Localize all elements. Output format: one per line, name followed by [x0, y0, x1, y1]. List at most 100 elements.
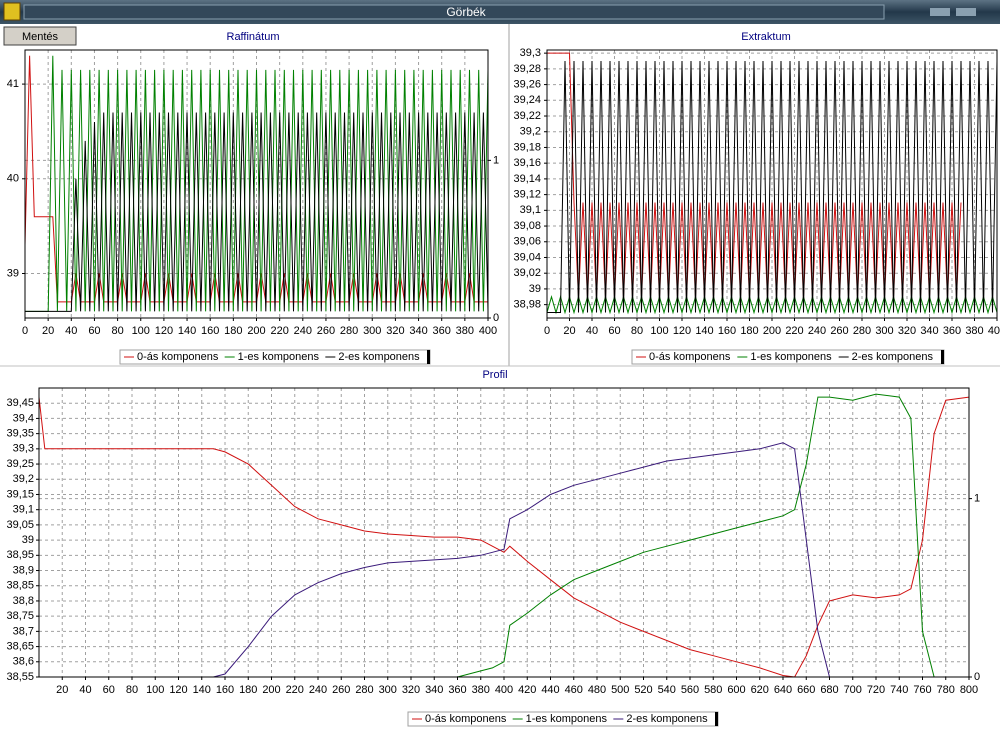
x-tick-label: 240: [294, 325, 312, 337]
x-tick-label: 780: [937, 684, 955, 696]
y-tick-label: 39,06: [513, 236, 541, 248]
y-tick-label: 38,9: [13, 564, 34, 576]
x-tick-label: 360: [448, 684, 466, 696]
x-tick-label: 400: [479, 325, 497, 337]
x-tick-label: 80: [631, 325, 643, 337]
x-tick-label: 40: [586, 325, 598, 337]
x-tick-label: 120: [155, 325, 173, 337]
y-tick-label: 39,2: [13, 473, 34, 485]
x-tick-label: 700: [844, 684, 862, 696]
x-tick-label: 220: [270, 325, 288, 337]
x-tick-label: 720: [867, 684, 885, 696]
x-tick-label: 620: [751, 684, 769, 696]
x-tick-label: 280: [340, 325, 358, 337]
minimize-button[interactable]: [930, 8, 950, 16]
x-tick-label: 380: [472, 684, 490, 696]
y-tick-label: 39,3: [520, 47, 541, 59]
legend-label: 1-es komponens: [238, 351, 320, 363]
x-tick-label: 460: [565, 684, 583, 696]
y-tick-label: 39: [529, 283, 541, 295]
x-tick-label: 240: [309, 684, 327, 696]
x-tick-label: 400: [988, 325, 1000, 337]
save-button[interactable]: [3, 26, 77, 46]
x-tick-label: 260: [317, 325, 335, 337]
y-tick-label: 39,1: [13, 504, 34, 516]
legend-shadow: [715, 712, 718, 726]
series-line: [39, 396, 969, 677]
y-tick-label: 39,4: [13, 412, 34, 424]
x-tick-label: 480: [588, 684, 606, 696]
y-tick-label: 41: [7, 78, 19, 90]
x-tick-label: 500: [611, 684, 629, 696]
y-tick-label: 39,28: [513, 63, 541, 75]
y-tick-label: 39: [7, 267, 19, 279]
legend-label: 2-es komponens: [852, 351, 934, 363]
y-tick-label: 38,75: [6, 610, 34, 622]
x-tick-label: 0: [544, 325, 550, 337]
x-tick-label: 680: [820, 684, 838, 696]
x-tick-label: 240: [808, 325, 826, 337]
x-tick-label: 360: [433, 325, 451, 337]
legend-shadow: [427, 350, 430, 364]
x-tick-label: 280: [355, 684, 373, 696]
x-tick-label: 0: [22, 325, 28, 337]
x-tick-label: 300: [363, 325, 381, 337]
x-tick-label: 320: [402, 684, 420, 696]
y-tick-label: 38,95: [6, 549, 34, 561]
y-tick-label: 38,6: [13, 656, 34, 668]
legend-label: 0-ás komponens: [425, 713, 507, 725]
x-tick-label: 260: [830, 325, 848, 337]
maximize-button[interactable]: [956, 8, 976, 16]
x-tick-label: 300: [875, 325, 893, 337]
x-tick-label: 300: [379, 684, 397, 696]
x-tick-label: 580: [704, 684, 722, 696]
x-tick-label: 220: [785, 325, 803, 337]
y-tick-label: 39,02: [513, 267, 541, 279]
y-tick-label: 38,7: [13, 625, 34, 637]
series-line: [547, 294, 997, 315]
x-tick-label: 220: [286, 684, 304, 696]
save-button-label[interactable]: Mentés: [22, 31, 59, 43]
x-tick-label: 60: [88, 325, 100, 337]
x-tick-label: 280: [853, 325, 871, 337]
x-tick-label: 520: [634, 684, 652, 696]
y2-tick-label: 1: [974, 493, 980, 505]
x-tick-label: 260: [332, 684, 350, 696]
y-tick-label: 39,08: [513, 220, 541, 232]
y-tick-label: 39,3: [13, 443, 34, 455]
y-tick-label: 38,55: [6, 671, 34, 683]
x-tick-label: 360: [943, 325, 961, 337]
x-tick-label: 120: [169, 684, 187, 696]
legend-label: 0-ás komponens: [137, 351, 219, 363]
y-tick-label: 39,24: [513, 94, 541, 106]
x-tick-label: 160: [201, 325, 219, 337]
x-tick-label: 340: [920, 325, 938, 337]
x-tick-label: 160: [216, 684, 234, 696]
x-tick-label: 140: [695, 325, 713, 337]
x-tick-label: 140: [178, 325, 196, 337]
y-tick-label: 39,26: [513, 78, 541, 90]
x-tick-label: 140: [193, 684, 211, 696]
x-tick-label: 640: [774, 684, 792, 696]
x-tick-label: 60: [608, 325, 620, 337]
series-line: [39, 442, 969, 677]
y-tick-label: 39,16: [513, 157, 541, 169]
x-tick-label: 380: [965, 325, 983, 337]
y-tick-label: 39: [22, 534, 34, 546]
y-tick-label: 39,15: [6, 488, 34, 500]
x-tick-label: 200: [763, 325, 781, 337]
series-line: [547, 52, 962, 297]
x-tick-label: 100: [650, 325, 668, 337]
legend-label: 1-es komponens: [750, 351, 832, 363]
y-tick-label: 39,25: [6, 458, 34, 470]
series-line: [39, 393, 969, 677]
x-tick-label: 340: [409, 325, 427, 337]
y-tick-label: 38,85: [6, 580, 34, 592]
y-tick-label: 40: [7, 173, 19, 185]
y-tick-label: 39,04: [513, 251, 541, 263]
legend-label: 2-es komponens: [626, 713, 708, 725]
plot-frame: [38, 387, 970, 678]
x-tick-label: 180: [224, 325, 242, 337]
app-icon: [3, 2, 21, 21]
plot-frame: [546, 49, 998, 319]
